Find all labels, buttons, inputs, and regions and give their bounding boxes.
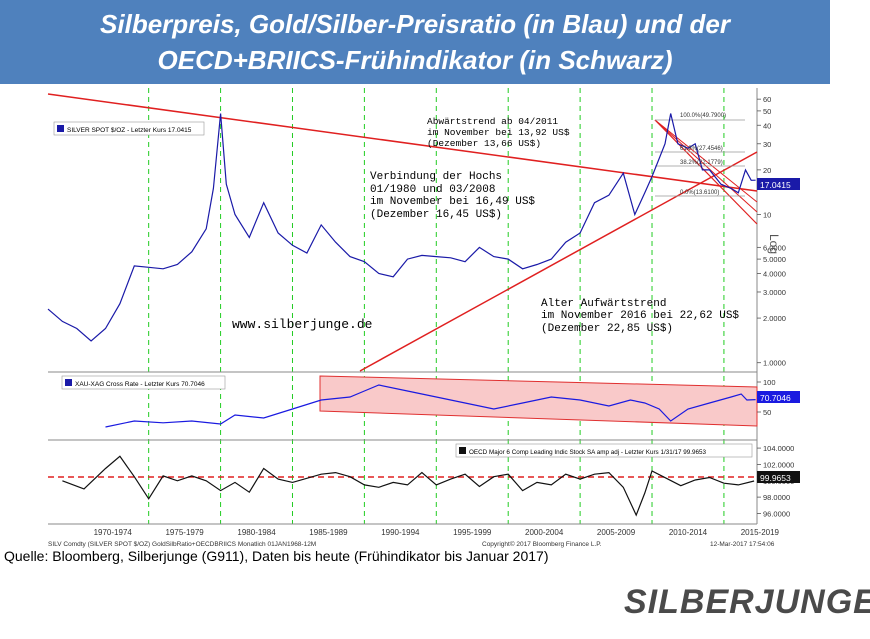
y-tick-label: 1.0000 [763, 359, 786, 368]
title-banner: Silberpreis, Gold/Silber-Preisratio (in … [0, 0, 830, 84]
x-tick-label: 1995-1999 [453, 528, 492, 537]
footer-center: Copyright© 2017 Bloomberg Finance L.P. [482, 540, 602, 548]
annotation-aufwaertstrend: Alter Aufwärtstrend im November 2016 bei… [541, 298, 739, 335]
silver-y-axis-label: Log [767, 234, 781, 254]
y-tick-label: 6.0000 [763, 243, 786, 252]
oecd-series-line [62, 455, 755, 517]
x-tick-label: 1975-1979 [165, 528, 204, 537]
y-tick-label: 100 [763, 378, 776, 387]
x-tick-label: 2000-2004 [525, 528, 564, 537]
silver-y-axis: 60 50 40 30 20 10 6.0000 5.0000 4.0000 3.0000 2.00… [757, 95, 786, 368]
x-tick-label: 1970-1974 [94, 528, 133, 537]
y-tick-label: 40 [763, 121, 771, 130]
silver-legend-text: SILVER SPOT $/OZ - Letzter Kurs 17.0415 [67, 127, 192, 134]
fib-label: 38.2%(22.1779) [680, 160, 723, 166]
annotation-line: Verbindung der Hochs [370, 171, 502, 183]
oecd-last-value: 99.9653 [760, 473, 791, 483]
annotation-abwaertstrend: Abwärtstrend ab 04/2011 im November bei … [427, 116, 570, 149]
annotation-line: (Dezember 13,66 US$) [427, 138, 541, 149]
y-tick-label: 104.0000 [763, 444, 794, 453]
fib-labels: 100.0%(49.7900) 61.8%(27.4546) 38.2%(22.… [680, 113, 726, 196]
title-line-1: Silberpreis, Gold/Silber-Preisratio (in … [100, 9, 730, 39]
y-tick-label: 4.0000 [763, 269, 786, 278]
fib-label: 0.0%(13.6100) [680, 190, 719, 196]
y-tick-label: 5.0000 [763, 255, 786, 264]
footer-right: 12-Mar-2017 17:54:06 [710, 541, 775, 548]
ratio-series-line [105, 384, 756, 428]
x-tick-label: 2015-2019 [741, 528, 780, 537]
fib-label: 100.0%(49.7900) [680, 113, 726, 119]
y-tick-label: 2.0000 [763, 314, 786, 323]
x-tick-label: 1985-1989 [309, 528, 348, 537]
y-tick-label: 50 [763, 107, 771, 116]
oecd-last-value-badge: 99.9653 [757, 471, 800, 483]
annotation-line: im November 2016 bei 22,62 US$ [541, 310, 739, 322]
annotation-line: (Dezember 16,45 US$) [370, 209, 502, 221]
ratio-last-value: 70.7046 [760, 393, 791, 403]
ratio-trend-channel [319, 375, 758, 427]
silver-last-value: 17.0415 [760, 180, 791, 190]
ratio-legend-text: XAU-XAG Cross Rate - Letzter Kurs 70.704… [75, 381, 205, 388]
y-tick-label: 96.0000 [763, 509, 790, 518]
annotation-verbindung: Verbindung der Hochs 01/1980 und 03/2008… [370, 171, 535, 221]
fib-label: 61.8%(27.4546) [680, 146, 723, 152]
y-tick-label: 98.0000 [763, 493, 790, 502]
source-caption: Quelle: Bloomberg, Silberjunge (G911), D… [4, 548, 549, 564]
old-uptrend-line [359, 151, 758, 372]
silver-series-line [47, 113, 756, 342]
silver-trend-lines [47, 93, 758, 372]
chart-area: 60 50 40 30 20 10 6.0000 5.0000 4.0000 3.0000 2.00… [0, 84, 800, 548]
annotation-line: Alter Aufwärtstrend [541, 298, 666, 310]
y-tick-label: 102.0000 [763, 460, 794, 469]
oecd-legend: OECD Major 6 Comp Leading Indic Stock SA… [455, 443, 753, 458]
title-line-2: OECD+BRIICS-Frühindikator (in Schwarz) [157, 45, 673, 75]
annotation-line: im November bei 13,92 US$ [427, 127, 570, 138]
x-tick-label: 2005-2009 [597, 528, 636, 537]
annotation-line: 01/1980 und 03/2008 [370, 184, 495, 196]
ratio-y-axis: 100 50 [757, 378, 776, 417]
x-tick-label: 2010-2014 [669, 528, 708, 537]
downtrend-2011-line [654, 119, 758, 225]
silver-last-value-badge: 17.0415 [757, 178, 800, 190]
ratio-last-value-badge: 70.7046 [757, 391, 800, 403]
y-tick-label: 60 [763, 95, 771, 104]
y-tick-label: 10 [763, 210, 771, 219]
annotation-line: im November bei 16,49 US$ [370, 196, 535, 208]
watermark: www.silberjunge.de [232, 317, 372, 332]
y-tick-label: 20 [763, 166, 771, 175]
y-tick-label: 3.0000 [763, 288, 786, 297]
ratio-legend: XAU-XAG Cross Rate - Letzter Kurs 70.704… [61, 375, 226, 390]
panel-frames [48, 88, 758, 525]
silver-legend: SILVER SPOT $/OZ - Letzter Kurs 17.0415 [53, 121, 205, 136]
x-tick-label: 1980-1984 [237, 528, 276, 537]
silberjunge-logo: SILBERJUNGE. [624, 583, 870, 621]
long-downtrend-line [47, 93, 758, 192]
x-axis: 1970-1974 1975-1979 1980-1984 1985-1989 1990… [94, 528, 780, 537]
y-tick-label: 30 [763, 140, 771, 149]
y-tick-label: 50 [763, 408, 771, 417]
annotation-line: Abwärtstrend ab 04/2011 [427, 116, 558, 127]
x-tick-label: 1990-1994 [381, 528, 420, 537]
oecd-legend-text: OECD Major 6 Comp Leading Indic Stock SA… [469, 449, 706, 456]
footer-left: SILV Comdty (SILVER SPOT $/OZ) GoldSilbR… [48, 541, 316, 548]
annotation-line: (Dezember 22,85 US$) [541, 323, 673, 335]
